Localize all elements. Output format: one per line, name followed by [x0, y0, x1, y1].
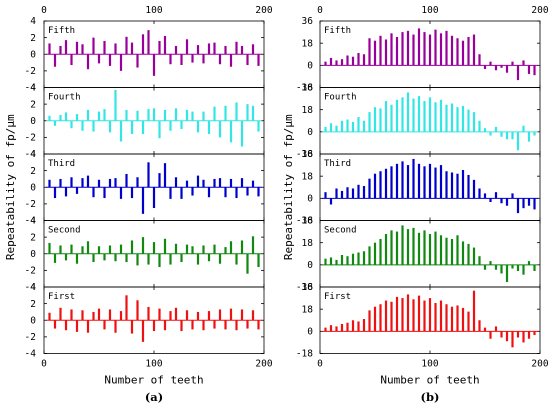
y-tick-label: 0	[307, 194, 313, 205]
subplot-second: -18 0 18 36 Second	[296, 216, 541, 293]
y-tick-label: 18	[302, 238, 314, 249]
y-tick-label: -2	[25, 133, 36, 144]
subplot-second: -4 -2 0 2 4 Second	[25, 216, 265, 293]
y-tick-label: 18	[302, 105, 314, 116]
series-label: Fifth	[48, 26, 75, 36]
y-tick-label: -2	[25, 199, 36, 210]
x-tick-label-top: 200	[255, 5, 272, 16]
x-tick-label-top: 100	[421, 5, 438, 16]
y-tick-label: -2	[25, 332, 36, 343]
series-label: Third	[48, 159, 75, 169]
subplot-third: -18 0 18 36 Third	[296, 149, 541, 227]
subplot-third: -4 -2 0 2 4 Third	[25, 149, 265, 227]
x-tick-label: 200	[255, 359, 272, 370]
x-tick-label-top: 0	[317, 5, 323, 16]
y-tick-label: 18	[302, 38, 314, 49]
x-tick-label: 200	[531, 359, 548, 370]
y-tick-label: 36	[302, 83, 314, 94]
y-tick-label: 18	[302, 171, 314, 182]
subplot-fourth: -18 0 18 36 Fourth	[296, 83, 541, 160]
y-tick-label: 4	[30, 216, 36, 227]
y-tick-label: -4	[25, 149, 37, 160]
y-tick-label: 36	[302, 282, 314, 293]
y-tick-label: 0	[30, 49, 36, 60]
subplot-fifth: -4 -2 0 2 4 Fifth	[25, 16, 265, 94]
series-label: Second	[324, 226, 357, 236]
x-tick-label: 0	[317, 359, 323, 370]
y-tick-label: -18	[296, 349, 313, 360]
y-tick-label: -18	[296, 282, 313, 293]
y-axis-title: Repeatability of fp/μm	[282, 114, 295, 260]
y-tick-label: 18	[302, 304, 314, 315]
series-label: First	[324, 292, 351, 302]
y-tick-label: 4	[30, 83, 36, 94]
panel-caption: (b)	[421, 390, 440, 404]
series-label: Third	[324, 159, 351, 169]
y-tick-label: 0	[307, 61, 313, 72]
y-tick-label: 0	[307, 127, 313, 138]
y-tick-label: -18	[296, 83, 313, 94]
x-tick-label-top: 0	[41, 5, 47, 16]
y-tick-label: -4	[25, 349, 37, 360]
y-tick-label: 2	[30, 299, 36, 310]
y-tick-label: 0	[307, 327, 313, 338]
y-tick-label: 36	[302, 216, 314, 227]
x-tick-label: 100	[421, 359, 438, 370]
y-tick-label: 4	[30, 16, 36, 27]
panel-caption: (a)	[145, 390, 163, 404]
subplot-first: -4 -2 0 2 4 First	[25, 282, 265, 360]
x-tick-label: 100	[145, 359, 162, 370]
y-tick-label: 2	[30, 232, 36, 243]
y-tick-label: 36	[302, 149, 314, 160]
y-tick-label: -4	[25, 282, 37, 293]
x-tick-label-top: 200	[531, 5, 548, 16]
y-tick-label: 4	[30, 149, 36, 160]
subplot-first: -18 0 18 36 First	[296, 282, 541, 360]
y-tick-label: -4	[25, 216, 37, 227]
x-tick-label: 0	[41, 359, 47, 370]
y-tick-label: 2	[30, 166, 36, 177]
subplot-fourth: -4 -2 0 2 4 Fourth	[25, 83, 265, 160]
series-label: First	[48, 292, 75, 302]
y-tick-label: -4	[25, 83, 37, 94]
series-label: Fourth	[48, 93, 81, 103]
y-tick-label: 0	[30, 182, 36, 193]
chart-panel-b: 0 100 200 0 100 200 Number of teeth Repeatabili…	[282, 5, 549, 404]
y-tick-label: 0	[30, 315, 36, 326]
y-tick-label: 0	[307, 260, 313, 271]
series-label: Fifth	[324, 26, 351, 36]
y-tick-label: -2	[25, 266, 36, 277]
x-axis-title: Number of teeth	[380, 374, 479, 387]
x-tick-label-top: 100	[145, 5, 162, 16]
series-label: Second	[48, 226, 81, 236]
y-tick-label: -18	[296, 216, 313, 227]
y-tick-label: 2	[30, 33, 36, 44]
series-label: Fourth	[324, 93, 357, 103]
y-tick-label: 36	[302, 16, 314, 27]
y-tick-label: -2	[25, 66, 36, 77]
y-tick-label: -18	[296, 149, 313, 160]
y-tick-label: 4	[30, 282, 36, 293]
y-tick-label: 0	[30, 249, 36, 260]
y-tick-label: 2	[30, 99, 36, 110]
x-axis-title: Number of teeth	[104, 374, 203, 387]
y-axis-title: Repeatability of fp/μm	[4, 114, 17, 260]
y-tick-label: 0	[30, 116, 36, 127]
subplot-fifth: -18 0 18 36 Fifth	[296, 16, 541, 94]
